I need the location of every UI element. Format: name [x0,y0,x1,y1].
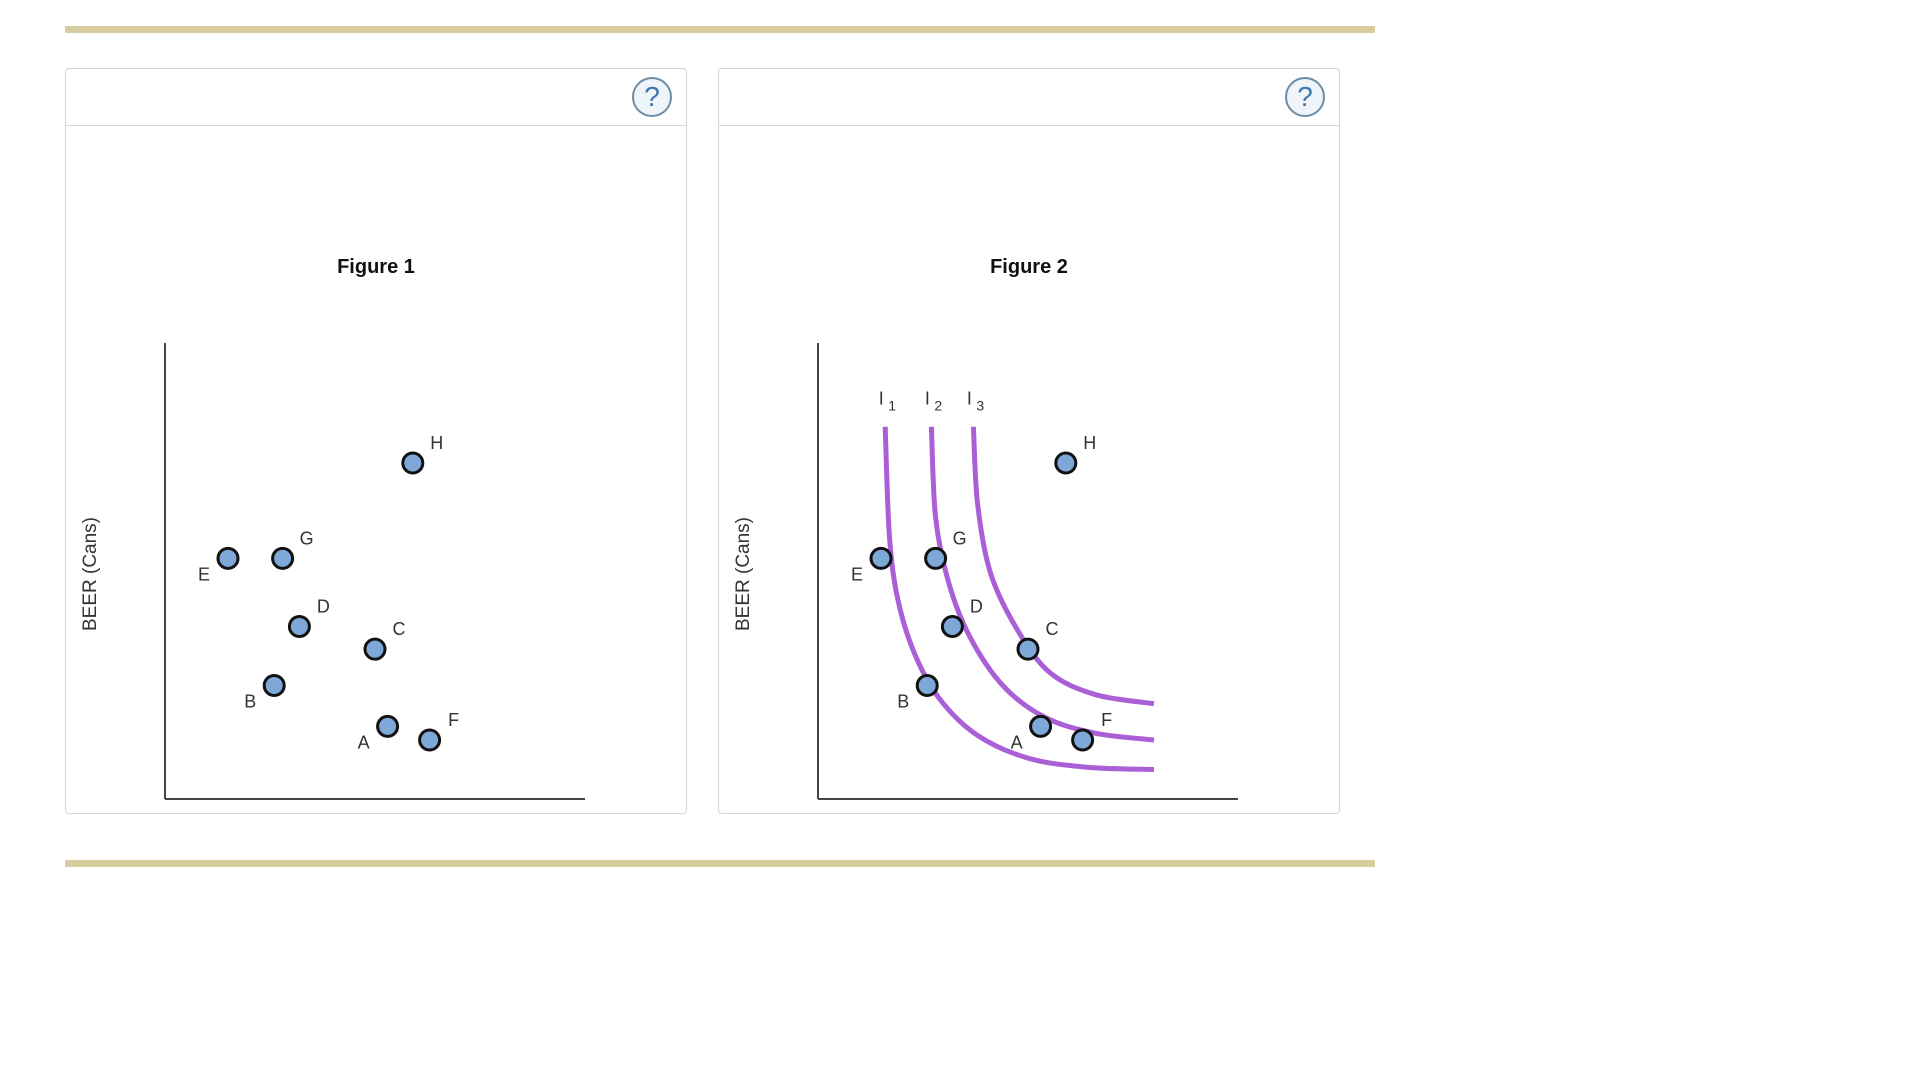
curve-label: I [879,389,884,409]
data-point-d [940,614,964,638]
point-label: G [300,528,314,548]
point-label: F [448,710,459,730]
point-label: G [953,528,967,548]
help-button[interactable]: ? [632,77,672,117]
help-circle-icon: ? [1297,81,1313,112]
data-point-f [418,728,442,752]
figure-2-panel: ? Figure 2SELTZER (Cans)BEER (Cans)I1I2I… [718,68,1340,814]
data-point-a [376,714,400,738]
point-label: E [851,564,863,584]
point-label: A [1011,732,1023,752]
point-label: E [198,564,210,584]
top-divider [65,26,1375,33]
bottom-divider [65,860,1375,867]
data-point-e [869,546,893,570]
chart-title: Figure 2 [990,256,1068,278]
indifference-curve [882,426,1155,772]
data-point-c [363,637,387,661]
curve-label-subscript: 3 [976,398,984,414]
point-label: C [1046,619,1059,639]
point-label: H [430,433,443,453]
curve-label-subscript: 1 [888,398,896,414]
point-label: H [1083,433,1096,453]
data-point-a [1029,714,1053,738]
help-circle-icon: ? [644,81,660,112]
data-point-b [262,674,286,697]
y-axis-label: BEER (Cans) [80,517,101,631]
help-button[interactable]: ? [1285,77,1325,117]
y-axis-label: BEER (Cans) [733,517,754,631]
curve-label: I [967,389,972,409]
figure-2-chart: Figure 2SELTZER (Cans)BEER (Cans)I1I2I3A… [733,256,1238,800]
point-label: B [897,692,909,712]
data-point-g [924,546,948,570]
indifference-curve [970,426,1155,707]
indifference-curve [928,426,1155,743]
curve-label-subscript: 2 [934,398,942,414]
point-label: D [317,596,330,616]
point-label: F [1101,710,1112,730]
figure-1-chart: Figure 1SELTZER (Cans)BEER (Cans)ABCDEFG… [80,256,585,800]
data-point-b [915,674,939,697]
point-label: A [358,732,370,752]
point-label: D [970,596,983,616]
data-point-d [287,614,311,638]
point-label: B [244,692,256,712]
data-point-e [216,546,240,570]
data-point-c [1016,637,1040,661]
panel-header: ? [719,69,1339,126]
point-label: C [393,619,406,639]
data-point-h [1054,451,1078,475]
data-point-g [271,546,295,570]
panel-header: ? [66,69,686,126]
chart-title: Figure 1 [337,256,415,278]
figure-1-panel: ? Figure 1SELTZER (Cans)BEER (Cans)ABCDE… [65,68,687,814]
data-point-f [1071,728,1095,752]
data-point-h [401,451,425,475]
curve-label: I [925,389,930,409]
